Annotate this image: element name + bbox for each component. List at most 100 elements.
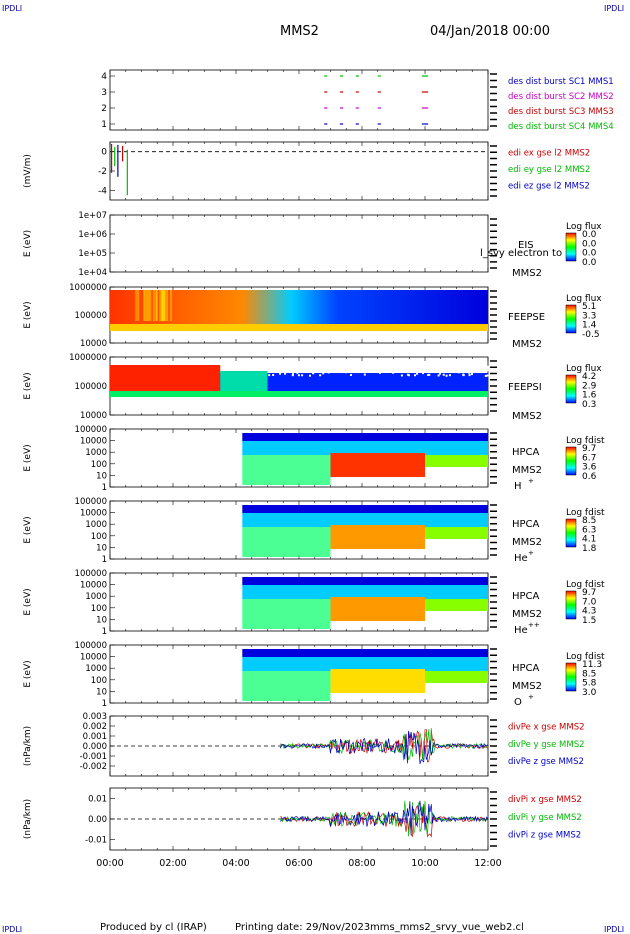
spectrogram-noise <box>268 374 271 377</box>
y-tick-label: 1000 <box>85 592 107 602</box>
corner-label-top-left: IPDLI <box>2 4 22 13</box>
colorbar-label: 9.7 <box>582 588 596 598</box>
y-axis-label: E (eV) <box>23 372 33 399</box>
spectrogram-noise <box>438 372 441 375</box>
legend-entry: des dist burst SC3 MMS3 <box>508 107 614 117</box>
colorbar-title: Log fdist <box>566 652 605 662</box>
spectrogram-noise <box>414 374 417 377</box>
colorbar-label: 8.5 <box>582 669 596 679</box>
colorbar-label: 1.6 <box>582 391 597 401</box>
spectrogram-noise <box>378 371 381 374</box>
instrument-label: HPCA <box>512 663 540 674</box>
y-axis-label: E (eV) <box>23 230 33 257</box>
time-tick-label: 02:00 <box>159 858 186 869</box>
spectrogram-noise <box>437 374 440 377</box>
spectrogram-noise <box>363 373 366 376</box>
spectrogram-noise <box>462 367 465 370</box>
colorbar-title: Log flux <box>566 222 602 232</box>
spacecraft-label: MMS2 <box>512 537 542 548</box>
colorbar-label: 0.0 <box>582 230 597 240</box>
spectrogram-noise <box>419 367 422 370</box>
species-label: H <box>514 481 522 492</box>
legend-entry: des dist burst SC4 MMS4 <box>508 122 614 132</box>
spectrogram-noise <box>319 369 322 372</box>
y-tick-label: 0.00 <box>88 815 107 825</box>
spectrogram-noise <box>390 369 393 372</box>
y-tick-label: 10000 <box>80 339 107 349</box>
spectrogram-noise <box>487 367 490 370</box>
spectrogram-noise <box>422 372 425 375</box>
spectrogram-noise <box>373 366 376 369</box>
spacecraft-label: MMS2 <box>512 465 542 476</box>
y-tick-label: 10 <box>96 615 107 625</box>
spectrogram-streak <box>163 290 166 321</box>
spacecraft-label: MMS2 <box>512 339 542 350</box>
spectrogram-noise <box>319 374 322 377</box>
spacecraft-label: MMS2 <box>512 411 542 422</box>
y-tick-label: 1000 <box>85 664 107 674</box>
spectrogram-noise <box>470 373 473 376</box>
legend-entry: edi ey gse l2 MMS2 <box>508 165 590 175</box>
spectrogram-hot <box>330 525 425 549</box>
y-tick-label: 0.000 <box>83 742 107 752</box>
spectrogram-noise <box>360 366 363 369</box>
spectrogram-noise <box>396 368 399 371</box>
y-tick-label: 0.01 <box>88 794 107 804</box>
spectrogram-hot <box>330 453 425 477</box>
species-charge-label: + <box>528 693 534 701</box>
series-line-1 <box>279 800 489 837</box>
y-axis-label: E (eV) <box>23 444 33 471</box>
spectrogram-streak <box>149 290 152 321</box>
colorbar-label: 1.5 <box>582 616 596 626</box>
y-tick-label: 10 <box>96 543 107 553</box>
spectrogram-noise <box>474 370 477 373</box>
spectrogram-noise <box>416 372 419 375</box>
spectrogram-pre <box>242 527 331 557</box>
spectrogram-noise <box>406 373 409 376</box>
spectrogram-band <box>110 324 488 331</box>
spectrogram-noise <box>356 367 359 370</box>
colorbar-label: 8.5 <box>582 516 596 526</box>
y-tick-label: 10000 <box>80 581 107 591</box>
spectrogram-noise <box>427 373 430 376</box>
colorbar-label: -0.5 <box>582 330 600 340</box>
y-tick-label: 1e+07 <box>78 211 107 221</box>
spectrogram-noise <box>436 369 439 372</box>
spacecraft-label: MMS2 <box>512 681 542 692</box>
spectrogram-noise <box>434 368 437 371</box>
spectrogram-noise <box>464 365 467 368</box>
spectrogram-post <box>425 599 488 611</box>
y-tick-label: 100000 <box>75 569 107 579</box>
spectrogram-noise <box>297 374 300 377</box>
panel-frame-1 <box>109 141 489 201</box>
spectrogram-noise <box>308 374 311 377</box>
colorbar-label: 6.3 <box>582 525 596 535</box>
series-line-1 <box>279 728 488 761</box>
colorbar <box>565 518 577 548</box>
y-tick-label: -0.001 <box>80 752 107 762</box>
colorbar-title: Log flux <box>566 294 602 304</box>
spectrogram-noise <box>284 369 287 372</box>
spectrogram-noise <box>322 372 325 375</box>
spectrogram-streak <box>170 290 173 321</box>
spectrogram-pre <box>242 455 331 485</box>
spectrogram-band <box>242 513 488 527</box>
spectrogram-pre <box>242 599 331 629</box>
colorbar-label: 3.0 <box>582 688 597 698</box>
spectrogram-noise <box>463 370 466 373</box>
spectrogram-streak <box>152 290 155 321</box>
colorbar-title: Log fdist <box>566 436 605 446</box>
y-tick-label: -2 <box>98 167 107 177</box>
overlay-label: l_svy electron to <box>480 248 562 259</box>
footer-printing-date: Printing date: 29/Nov/2023 <box>235 922 370 933</box>
y-tick-label: 1 <box>101 120 107 130</box>
panel-frame-2 <box>109 214 489 273</box>
spectrogram-streak <box>135 290 138 321</box>
spectrogram-pre <box>242 671 331 701</box>
spectrogram-noise <box>467 365 470 368</box>
time-tick-label: 06:00 <box>285 858 312 869</box>
spectrogram-noise <box>327 371 330 374</box>
spectrogram-noise <box>301 374 304 377</box>
spectrogram-noise <box>291 374 294 377</box>
y-tick-label: 1000 <box>85 520 107 530</box>
